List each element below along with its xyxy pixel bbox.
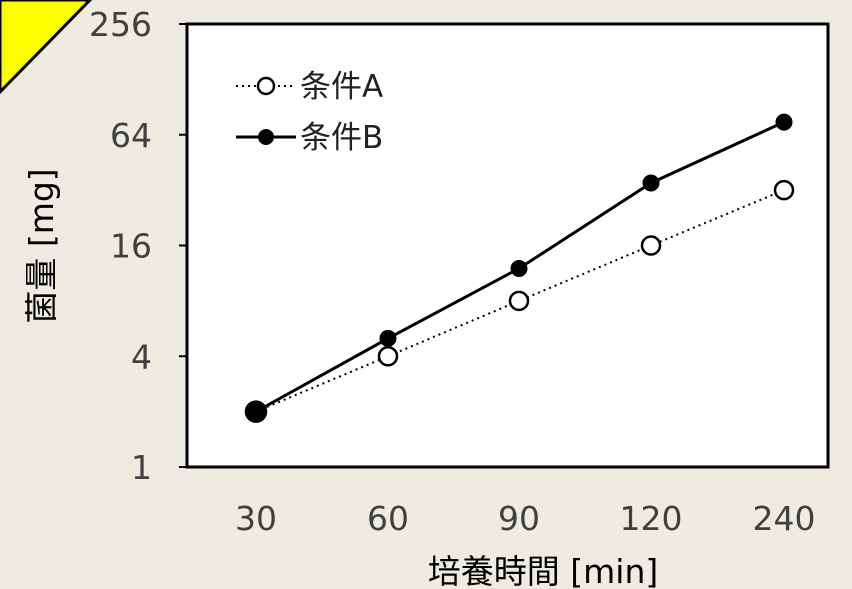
data-point-2-2	[379, 329, 397, 347]
data-point-2-1	[245, 401, 267, 423]
x-tick-label: 60	[367, 499, 409, 538]
plot-area	[185, 22, 830, 469]
corner-tab	[0, 0, 93, 95]
legend-label-1: 条件A	[300, 69, 383, 105]
y-tick-label: 16	[110, 227, 152, 266]
data-point-1-2	[377, 346, 399, 367]
y-tick-label: 1	[131, 448, 152, 487]
x-tick-label: 120	[620, 499, 683, 538]
x-axis-ticks: 30 60 90 120 240	[235, 499, 816, 538]
y-axis-label: 菌量 [mg]	[22, 168, 61, 323]
data-point-2-5	[775, 113, 793, 131]
y-tick-label: 256	[89, 5, 152, 44]
x-tick-label: 240	[753, 499, 816, 538]
legend-marker-1	[256, 76, 276, 96]
data-point-2-3	[510, 259, 528, 277]
series-layer	[244, 113, 795, 423]
y-tick-label: 64	[110, 116, 152, 155]
y-axis-ticks: 1 4 16 64 256	[89, 5, 187, 487]
legend: 条件A 条件B	[236, 69, 383, 156]
x-axis-label: 培養時間 [min]	[428, 552, 658, 589]
legend-label-2: 条件B	[300, 120, 383, 156]
data-point-1-3	[508, 290, 530, 312]
data-point-2-4	[642, 174, 660, 192]
x-tick-label: 90	[498, 499, 540, 538]
x-tick-label: 30	[235, 499, 277, 538]
legend-marker-2	[258, 129, 274, 145]
y-tick-label: 4	[131, 337, 152, 376]
data-point-1-5	[773, 179, 795, 201]
data-point-1-4	[640, 235, 662, 256]
